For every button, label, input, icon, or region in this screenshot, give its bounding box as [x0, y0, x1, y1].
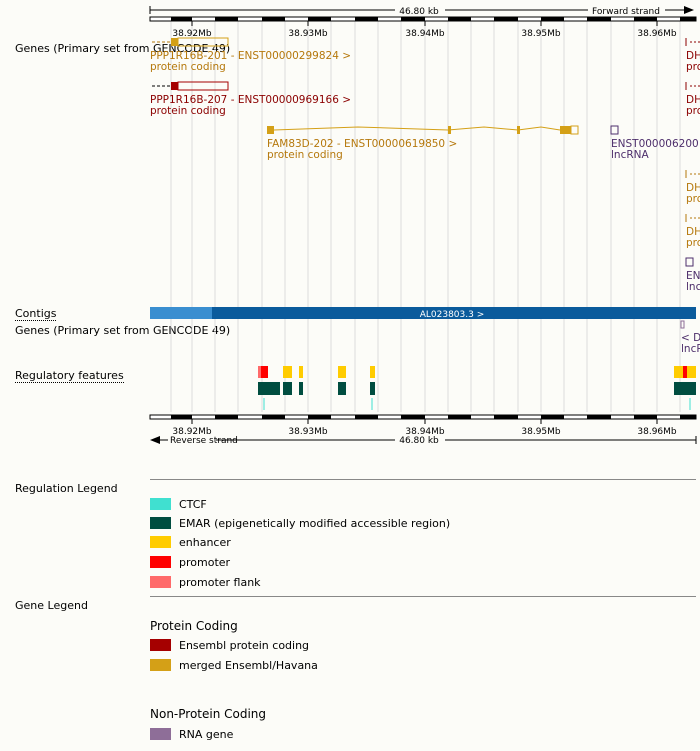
legend-divider-gene — [150, 596, 696, 597]
edge-label-en[interactable]: EN — [686, 270, 700, 282]
gene-ppp1r16b-201[interactable] — [152, 37, 229, 47]
gene-legend-title: Gene Legend — [15, 599, 88, 612]
length-label-bottom: 46.80 kb — [399, 436, 439, 446]
tick-label-top-3: 38.94Mb — [405, 29, 445, 39]
legend-swatch-ensembl-protein-coding — [150, 639, 171, 651]
edge-label-pro-3: pro — [686, 193, 700, 205]
grid-lines — [170, 18, 681, 412]
edge-label-pro-1: pro — [686, 61, 700, 73]
legend-swatch-ctcf — [150, 498, 171, 510]
edge-label-lnc: lnc — [686, 281, 700, 293]
gene-label-lncrna[interactable]: ENST000006200 — [611, 138, 699, 150]
tick-label-top-2: 38.93Mb — [288, 29, 328, 39]
legend-item-rna-gene: RNA gene — [150, 727, 233, 741]
legend-swatch-emar — [150, 517, 171, 529]
gene-ppp1r16b-207[interactable] — [152, 81, 229, 91]
non-protein-coding-title: Non-Protein Coding — [150, 707, 267, 721]
legend-item-ctcf: CTCF — [150, 497, 207, 511]
legend-divider-top — [150, 479, 696, 480]
edge-label-pro-2: pro — [686, 105, 700, 117]
tick-label-bottom-1: 38.92Mb — [172, 427, 212, 437]
genome-browser-panel: 46.80 kb Forward strand 38.92Mb 38.93Mb … — [149, 6, 700, 446]
gene-label-ppp1r16b-201[interactable]: PPP1R16B-201 - ENST00000299824 > — [150, 50, 351, 62]
protein-coding-title: Protein Coding — [150, 619, 238, 633]
length-bar-bottom — [150, 436, 697, 444]
gene-label-ppp1r16b-207[interactable]: PPP1R16B-207 - ENST00000969166 > — [150, 94, 351, 106]
gene-biotype-ppp1r16b-201: protein coding — [150, 61, 226, 73]
legend-item-emar: EMAR (epigenetically modified accessible… — [150, 516, 450, 530]
legend-item-ensembl-protein-coding: Ensembl protein coding — [150, 638, 309, 652]
legend-item-promoter-flank: promoter flank — [150, 575, 261, 589]
tick-label-bottom-4: 38.95Mb — [521, 427, 561, 437]
track-label-regulatory[interactable]: Regulatory features — [15, 369, 124, 383]
regulatory-features[interactable] — [258, 366, 696, 410]
track-label-genes-reverse: Genes (Primary set from GENCODE 49) — [15, 324, 231, 337]
legend-swatch-merged-ensembl-havana — [150, 659, 171, 671]
tick-label-bottom-5: 38.96Mb — [637, 427, 677, 437]
legend-swatch-rna-gene — [150, 728, 171, 740]
gene-lncrna-block[interactable] — [610, 125, 619, 135]
gene-label-fam83d-202[interactable]: FAM83D-202 - ENST00000619850 > — [267, 138, 457, 150]
tick-label-top-5: 38.96Mb — [637, 29, 677, 39]
gene-biotype-ppp1r16b-207: protein coding — [150, 105, 226, 117]
reverse-gene-label[interactable]: < D — [681, 332, 700, 344]
contig-bar[interactable] — [150, 307, 696, 319]
track-label-contigs[interactable]: Contigs — [15, 307, 57, 321]
forward-strand-label: Forward strand — [592, 7, 660, 17]
reverse-strand-label: Reverse strand — [170, 436, 238, 446]
legend-swatch-promoter — [150, 556, 171, 568]
legend-item-enhancer: enhancer — [150, 535, 231, 549]
reverse-gene-block[interactable] — [680, 320, 685, 329]
length-label-top: 46.80 kb — [399, 7, 439, 17]
gene-biotype-lncrna: lncRNA — [611, 149, 649, 161]
reverse-gene-biotype: lncR — [681, 343, 700, 355]
edge-label-pro-4: pro — [686, 237, 700, 249]
contig-label[interactable]: AL023803.3 > — [420, 310, 485, 320]
gene-fam83d-202[interactable] — [267, 125, 579, 135]
edge-gene-markers[interactable] — [685, 38, 700, 267]
edge-label-dh-2[interactable]: DH — [686, 94, 700, 106]
legend-item-promoter: promoter — [150, 555, 230, 569]
edge-label-dh-3[interactable]: DH — [686, 182, 700, 194]
legend-swatch-enhancer — [150, 536, 171, 548]
regulation-legend-title: Regulation Legend — [15, 482, 118, 495]
tick-label-bottom-3: 38.94Mb — [405, 427, 445, 437]
gene-biotype-fam83d-202: protein coding — [267, 149, 343, 161]
legend-item-merged-ensembl-havana: merged Ensembl/Havana — [150, 658, 318, 672]
length-bar-top — [149, 6, 694, 14]
legend-swatch-promoter-flank — [150, 576, 171, 588]
edge-label-dh-4[interactable]: DH — [686, 226, 700, 238]
tick-label-top-1: 38.92Mb — [172, 29, 212, 39]
tick-label-top-4: 38.95Mb — [521, 29, 561, 39]
ruler-top — [149, 16, 697, 26]
edge-label-dh-1[interactable]: DH — [686, 50, 700, 62]
ruler-bottom — [149, 414, 697, 424]
tick-label-bottom-2: 38.93Mb — [288, 427, 328, 437]
